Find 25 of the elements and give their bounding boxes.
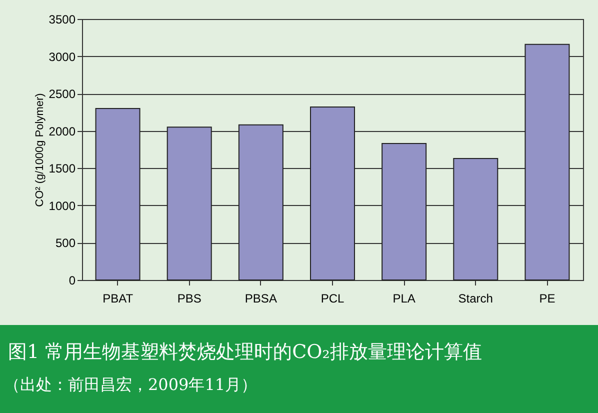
x-tick-label: Starch — [458, 292, 493, 306]
y-axis-title: CO² (g/1000g Polymer) — [34, 93, 46, 207]
x-tick-label: PE — [539, 292, 556, 306]
bar — [238, 124, 284, 280]
text: （出处：前田昌宏，2009年11月） — [4, 375, 258, 394]
y-tick-label: 2000 — [48, 124, 76, 138]
text: 图1 常用生物基塑料焚烧处理时的CO₂排放量理论计算值 — [8, 341, 482, 363]
y-tick-label: 1500 — [48, 162, 76, 176]
y-tick-label: 2500 — [48, 87, 76, 102]
bar — [382, 143, 427, 280]
x-tick-label: PLA — [392, 292, 416, 306]
bar — [95, 108, 140, 280]
bar — [453, 158, 498, 280]
bar — [310, 106, 355, 280]
y-tick-label: 3000 — [48, 50, 76, 64]
bar — [166, 126, 212, 280]
y-tick-label: 3500 — [48, 12, 76, 26]
x-tick-label: PBSA — [244, 292, 277, 306]
y-tick-label: 0 — [68, 274, 76, 288]
x-tick-label: PCL — [320, 292, 344, 306]
x-tick-label: PBAT — [102, 292, 134, 306]
y-tick-label: 1000 — [48, 198, 76, 213]
x-tick-label: PBS — [177, 292, 202, 306]
y-tick-label: 500 — [55, 236, 76, 250]
bar — [524, 44, 570, 280]
